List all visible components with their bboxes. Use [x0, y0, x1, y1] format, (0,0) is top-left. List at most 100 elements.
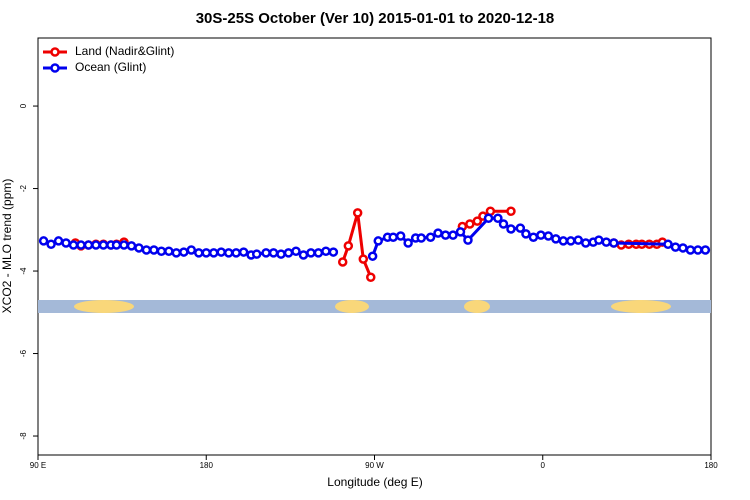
- data-point: [261, 248, 271, 258]
- data-point: [223, 248, 234, 258]
- data-point: [201, 248, 211, 258]
- data-point: [76, 240, 86, 250]
- data-point: [164, 246, 174, 256]
- data-point: [238, 247, 249, 257]
- data-point: [328, 247, 339, 257]
- data-point: [366, 272, 376, 282]
- x-tick-label: 180: [200, 461, 214, 470]
- data-point: [126, 241, 137, 251]
- data-point: [291, 246, 301, 256]
- data-point: [149, 245, 159, 255]
- y-tick-label: -2: [19, 184, 28, 192]
- data-point: [38, 236, 49, 246]
- data-point: [61, 238, 71, 248]
- data-point: [425, 232, 436, 242]
- legend-label: Ocean (Glint): [75, 60, 146, 74]
- data-point: [551, 234, 561, 244]
- data-point: [179, 247, 189, 257]
- data-point: [337, 257, 348, 267]
- data-point: [313, 248, 324, 258]
- data-point: [609, 238, 619, 248]
- data-point: [601, 237, 612, 247]
- data-point: [493, 213, 503, 223]
- data-point: [483, 213, 494, 223]
- legend-label: Land (Nadir&Glint): [75, 44, 174, 58]
- data-point: [343, 241, 354, 251]
- data-point: [465, 219, 475, 229]
- data-point: [566, 236, 576, 246]
- data-point: [141, 245, 152, 255]
- y-tick-label: 0: [19, 103, 28, 108]
- data-point: [580, 238, 591, 248]
- data-point: [416, 233, 426, 243]
- x-tick-label: 90 E: [30, 461, 46, 470]
- data-point: [388, 232, 398, 242]
- surface-band: [38, 300, 711, 313]
- data-point: [53, 236, 64, 246]
- data-point: [68, 240, 79, 250]
- data-point: [395, 231, 406, 241]
- data-point: [134, 243, 144, 253]
- data-point: [91, 240, 101, 250]
- y-tick-label: -8: [19, 432, 28, 440]
- y-tick-label: -6: [19, 349, 28, 357]
- data-point: [558, 236, 569, 246]
- data-point: [231, 248, 241, 258]
- data-point: [528, 232, 539, 242]
- data-point: [536, 230, 546, 240]
- data-point: [251, 249, 262, 259]
- data-point: [352, 208, 363, 218]
- x-tick-label: 0: [541, 461, 546, 470]
- data-point: [171, 248, 182, 258]
- data-point: [156, 246, 167, 256]
- data-point: [670, 242, 681, 252]
- data-point: [283, 248, 294, 258]
- data-point: [98, 240, 109, 250]
- y-tick-label: -4: [19, 267, 28, 275]
- data-point: [573, 235, 584, 245]
- y-axis-label: XCO2 - MLO trend (ppm): [0, 179, 14, 314]
- data-point: [268, 248, 279, 258]
- data-point: [186, 245, 197, 255]
- data-point: [543, 231, 554, 241]
- data-point: [433, 228, 443, 238]
- data-point: [440, 230, 451, 240]
- data-point: [46, 239, 56, 249]
- data-point: [276, 249, 286, 259]
- chart-title: 30S-25S October (Ver 10) 2015-01-01 to 2…: [196, 10, 555, 27]
- data-point: [700, 245, 711, 255]
- data-point: [663, 239, 673, 249]
- data-point: [208, 248, 219, 258]
- data-point: [403, 238, 413, 248]
- series: [38, 213, 711, 261]
- legend-marker: [50, 47, 60, 57]
- data-point: [498, 219, 509, 229]
- data-point: [298, 250, 309, 260]
- x-tick-label: 90 W: [365, 461, 384, 470]
- x-axis-label: Longitude (deg E): [327, 475, 422, 489]
- data-point: [216, 247, 226, 257]
- data-point: [306, 248, 316, 258]
- data-point: [111, 240, 122, 250]
- legend-marker: [50, 63, 60, 73]
- data-point: [455, 227, 466, 237]
- data-point: [194, 248, 204, 258]
- data-point: [678, 243, 688, 253]
- data-point: [367, 251, 378, 261]
- data-point: [521, 229, 531, 239]
- data-point: [693, 245, 703, 255]
- data-point: [594, 235, 604, 245]
- data-point: [506, 206, 516, 216]
- data-point: [463, 235, 473, 245]
- data-point: [83, 240, 94, 250]
- data-point: [358, 254, 369, 264]
- data-point: [321, 246, 331, 256]
- data-point: [685, 245, 696, 255]
- data-point: [119, 240, 129, 250]
- data-point: [506, 224, 516, 234]
- data-point: [448, 230, 458, 240]
- x-tick-label: 180: [704, 461, 718, 470]
- data-point: [515, 223, 526, 233]
- data-point: [472, 216, 483, 226]
